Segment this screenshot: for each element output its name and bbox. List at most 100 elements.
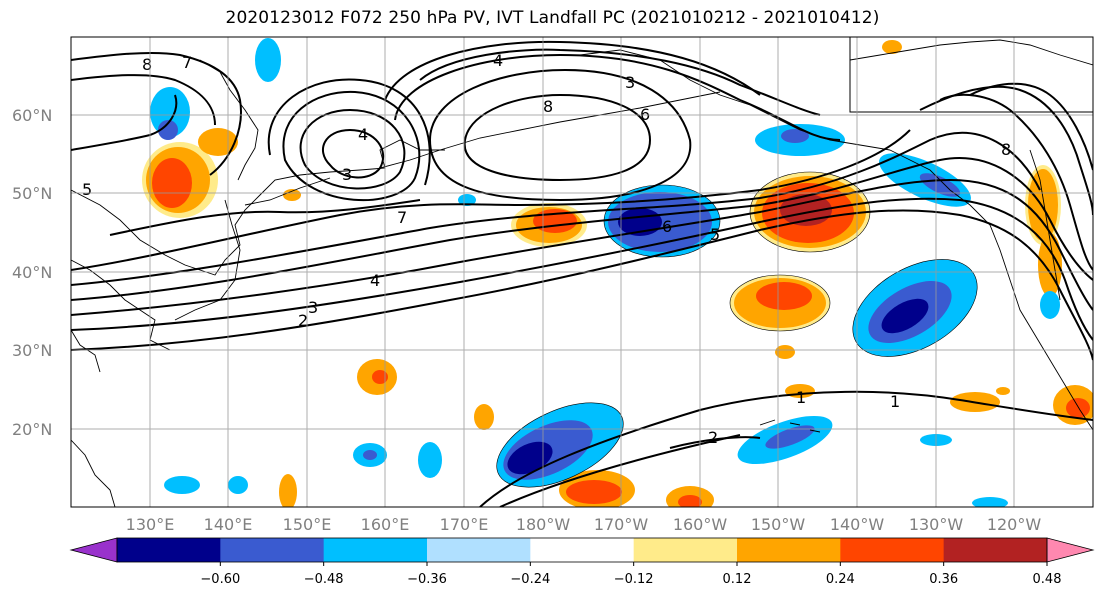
- pv-contour-3: [71, 197, 1093, 341]
- contour-label-7: 7: [397, 208, 407, 227]
- lon-label-170e: 170°E: [440, 515, 489, 534]
- longitude-labels: 130°E 140°E 150°E 160°E 170°E 180°W 170°…: [126, 515, 1042, 534]
- lon-label-160e: 160°E: [361, 515, 410, 534]
- colorbar-tick-label: 0.12: [723, 572, 752, 587]
- pv-contour-6: [71, 131, 1041, 286]
- pv-contour-2: [71, 209, 1093, 361]
- asia-coast: [71, 139, 445, 507]
- colorbar-extend-low: [69, 537, 118, 563]
- colorbar-tick-label: 0.48: [1033, 572, 1062, 587]
- contour-label-2: 2: [298, 311, 308, 330]
- lon-label-140e: 140°E: [204, 515, 253, 534]
- contour-label-5: 5: [710, 225, 720, 244]
- lon-label-150e: 150°E: [283, 515, 332, 534]
- colorbar-frame: [116, 537, 1048, 563]
- lon-label-180w: 180°W: [516, 515, 571, 534]
- lon-label-160w: 160°W: [673, 515, 728, 534]
- colorbar-cell: [633, 538, 738, 562]
- graticule: [71, 37, 1093, 507]
- contour-label-8-east: 8: [1001, 140, 1011, 159]
- pv-contour-west-trough-1: [71, 51, 242, 176]
- pv-contour-cutoff-5: [282, 90, 421, 202]
- pv-contour-east-trough-3: [969, 82, 1093, 171]
- pv-contour-east-trough-2: [919, 85, 1093, 216]
- pv-contour-ridge-1: [394, 53, 841, 141]
- chart-title: 2020123012 F072 250 hPa PV, IVT Landfall…: [225, 8, 880, 28]
- contour-label-4: 4: [370, 271, 380, 290]
- lon-label-150w: 150°W: [751, 515, 806, 534]
- pv-contour-east-trough-1: [939, 93, 1093, 271]
- contour-label-6: 6: [662, 217, 672, 236]
- colorbar-cell: [943, 538, 1048, 562]
- contour-label-8-west: 8: [142, 55, 152, 74]
- kuril-coast: [244, 177, 331, 206]
- positive-anomaly-east-pacific: [730, 275, 830, 331]
- lon-label-170w: 170°W: [594, 515, 649, 534]
- colorbar-cell: [737, 538, 841, 562]
- colorbar-cell: [427, 538, 531, 562]
- contour-label-3-cutoff: 3: [342, 165, 352, 184]
- inset-box-alaska: [849, 37, 1093, 113]
- pv-contour-4: [71, 178, 1093, 316]
- colorbar-extend-high: [1046, 537, 1095, 563]
- contour-label-1-east: 1: [890, 392, 900, 411]
- pv-contour-8-low: [463, 93, 652, 182]
- colorbar-cell: [220, 538, 325, 562]
- lat-label-20n: 20°N: [12, 420, 52, 439]
- positive-anomaly-central: [511, 203, 587, 247]
- contour-labels: 4 8 3 6 4 3 7 6 5 4 3 2 8 7 5 8 1 1 2: [82, 51, 1011, 447]
- lat-label-60n: 60°N: [12, 106, 52, 125]
- pv-contour-ridge-2: [384, 40, 761, 101]
- colorbar-cell: [530, 538, 635, 562]
- pv-contour-cutoff-4: [299, 108, 406, 190]
- coastlines: [71, 37, 1093, 507]
- colorbar-cell: [323, 538, 428, 562]
- canada-coast: [849, 39, 1093, 66]
- positive-anomaly-small-cells: [279, 40, 1010, 507]
- lat-label-30n: 30°N: [12, 341, 52, 360]
- pv-contour-1-south: [479, 390, 1093, 507]
- pv-contour-7-low: [428, 68, 692, 202]
- negative-anomaly-small-cells: [150, 38, 1060, 507]
- negative-anomaly-northeast-pacific: [852, 259, 978, 357]
- colorbar-tick-label: −0.12: [614, 572, 654, 587]
- aleutian-chain: [379, 91, 721, 169]
- contour-label-5-west: 5: [82, 180, 92, 199]
- colorbar-cell: [117, 538, 221, 562]
- colorbar-cell: [840, 538, 945, 562]
- contour-label-3: 3: [308, 298, 318, 317]
- map-frame: [70, 36, 1094, 508]
- pv-contour-cutoff-3: [321, 128, 385, 179]
- colorbar-tick-label: 0.24: [826, 572, 855, 587]
- latitude-labels: 20°N 30°N 40°N 50°N 60°N: [12, 106, 52, 439]
- contour-label-2-south: 2: [708, 428, 718, 447]
- pv-contour-west-trough-2: [71, 74, 216, 126]
- contour-label-1-south: 1: [796, 388, 806, 407]
- pv-contour-7-south: [71, 129, 911, 271]
- colorbar-ticks: −0.60 −0.48 −0.36 −0.24 −0.12 0.12 0.24 0.36 0.4…: [200, 562, 1062, 587]
- contour-label-8: 8: [543, 97, 553, 116]
- hawaii-islands: [759, 419, 821, 433]
- us-west-coast: [1029, 149, 1061, 301]
- contour-label-7-west: 7: [182, 53, 192, 72]
- contour-label-3-north: 3: [625, 73, 635, 92]
- colorbar: −0.60 −0.48 −0.36 −0.24 −0.12 0.12 0.24 0.36 0.4…: [69, 537, 1095, 587]
- pv-contour-jet-north: [109, 199, 421, 236]
- lat-label-50n: 50°N: [12, 184, 52, 203]
- lat-label-40n: 40°N: [12, 263, 52, 282]
- colorbar-tick-label: −0.60: [200, 572, 240, 587]
- pv-contour-5: [71, 157, 1093, 301]
- contour-label-4-north: 4: [493, 51, 503, 70]
- contour-label-4-cutoff: 4: [358, 125, 368, 144]
- colorbar-tick-label: 0.36: [929, 572, 958, 587]
- lon-label-120w: 120°W: [987, 515, 1042, 534]
- colorbar-cells: [69, 537, 1095, 563]
- lon-label-140w: 140°W: [830, 515, 885, 534]
- kamchatka-coast: [199, 59, 259, 181]
- pv-contour-1b-south: [499, 434, 741, 507]
- colorbar-tick-label: −0.36: [407, 572, 447, 587]
- lon-label-130w: 130°W: [909, 515, 964, 534]
- colorbar-tick-label: −0.24: [510, 572, 550, 587]
- colorbar-tick-label: −0.48: [304, 572, 344, 587]
